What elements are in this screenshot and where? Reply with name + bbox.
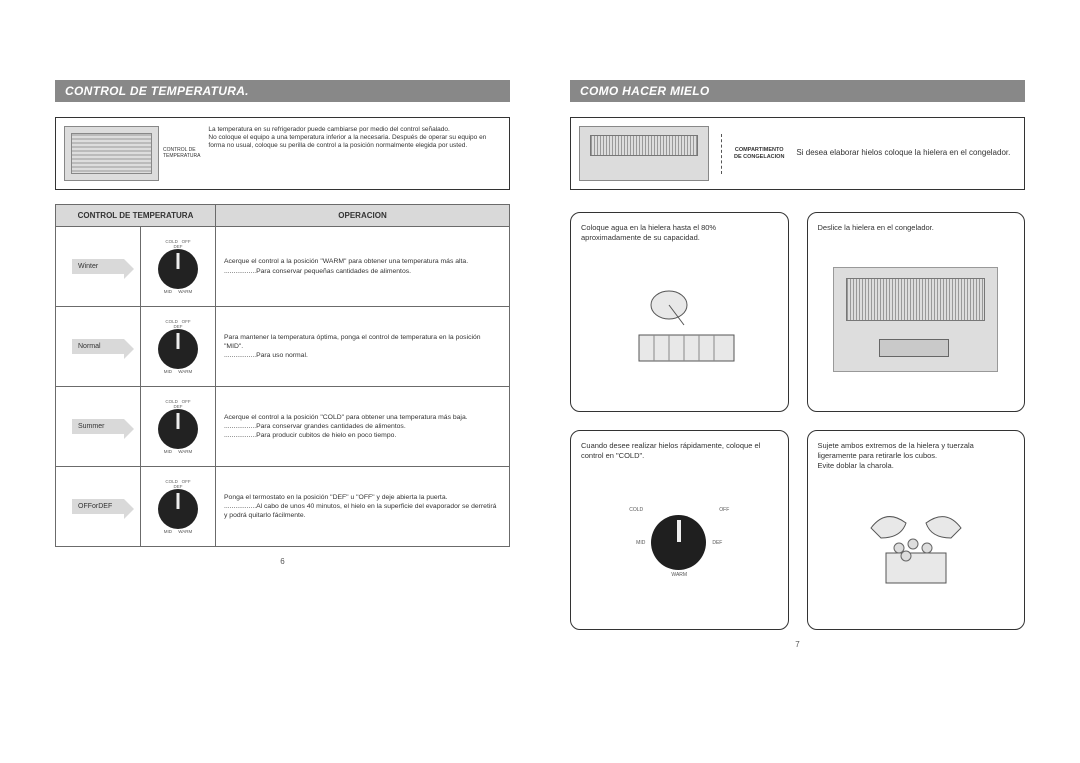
card-fill-water: Coloque agua en la hielera hasta el 80% … — [570, 212, 789, 412]
table-row: Winter COLD OFFDEFMID WARM Acerque el co… — [56, 227, 510, 307]
instruction-cards: Coloque agua en la hielera hasta el 80% … — [570, 212, 1025, 630]
big-dial-icon — [651, 515, 706, 570]
dial-icon — [158, 249, 198, 289]
twist-tray-icon — [851, 498, 981, 598]
slide-tray-icon — [833, 267, 998, 372]
dial-label-off: OFF — [719, 507, 729, 513]
intro-box: CONTROL DE TEMPERATURA La temperatura en… — [55, 117, 510, 190]
page-6: CONTROL DE TEMPERATURA. CONTROL DE TEMPE… — [55, 80, 510, 649]
top-instruction-box: COMPARTIMENTO DE CONGELACION Si desea el… — [570, 117, 1025, 190]
intro-text: La temperatura en su refrigerador puede … — [208, 126, 501, 150]
operation-text: Para mantener la temperatura óptima, pon… — [224, 333, 501, 361]
table-row: OFForDEF COLD OFFDEFMID WARM Ponga el te… — [56, 467, 510, 547]
table-col-header-1: CONTROL DE TEMPERATURA — [56, 205, 216, 227]
control-diagram — [64, 126, 159, 181]
card-text: Deslice la hielera en el congelador. — [818, 223, 1015, 233]
table-row: Summer COLD OFFDEFMID WARM Acerque el co… — [56, 387, 510, 467]
table-row: Normal COLD OFFDEFMID WARM Para mantener… — [56, 307, 510, 387]
control-diagram-label: CONTROL DE TEMPERATURA — [163, 148, 200, 159]
top-instruction-text: Si desea elaborar hielos coloque la hiel… — [796, 148, 1016, 158]
page-number-right: 7 — [570, 640, 1025, 649]
operation-text: Acerque el control a la posición "COLD" … — [224, 413, 501, 441]
dial-label-def: DEF — [712, 540, 722, 546]
section-header-right: COMO HACER MIELO — [570, 80, 1025, 102]
page-7: COMO HACER MIELO COMPARTIMENTO DE CONGEL… — [570, 80, 1025, 649]
freezer-diagram — [579, 126, 709, 181]
card-text: Cuando desee realizar hielos rápidamente… — [581, 441, 778, 461]
season-badge: OFForDEF — [72, 499, 124, 514]
season-badge: Winter — [72, 259, 124, 274]
card-text: Sujete ambos extremos de la hielera y tu… — [818, 441, 1015, 470]
operation-text: Acerque el control a la posición "WARM" … — [224, 257, 501, 275]
table-col-header-2: OPERACION — [216, 205, 510, 227]
card-text: Coloque agua en la hielera hasta el 80% … — [581, 223, 778, 243]
dial-label-mid: MID — [636, 540, 645, 546]
dial-icon — [158, 489, 198, 529]
card-twist-tray: Sujete ambos extremos de la hielera y tu… — [807, 430, 1026, 630]
card-slide-tray: Deslice la hielera en el congelador. — [807, 212, 1026, 412]
operation-text: Ponga el termostato en la posición "DEF"… — [224, 493, 501, 521]
pour-water-icon — [609, 275, 749, 375]
section-header-left: CONTROL DE TEMPERATURA. — [55, 80, 510, 102]
card-set-cold: Cuando desee realizar hielos rápidamente… — [570, 430, 789, 630]
dial-label-cold: COLD — [629, 507, 643, 513]
season-badge: Normal — [72, 339, 124, 354]
dial-icon — [158, 329, 198, 369]
temperature-table: CONTROL DE TEMPERATURA OPERACION Winter … — [55, 204, 510, 547]
dial-label-warm: WARM — [671, 572, 687, 578]
season-badge: Summer — [72, 419, 124, 434]
page-number-left: 6 — [55, 557, 510, 566]
dial-icon — [158, 409, 198, 449]
compartment-label: COMPARTIMENTO DE CONGELACION — [734, 147, 784, 160]
